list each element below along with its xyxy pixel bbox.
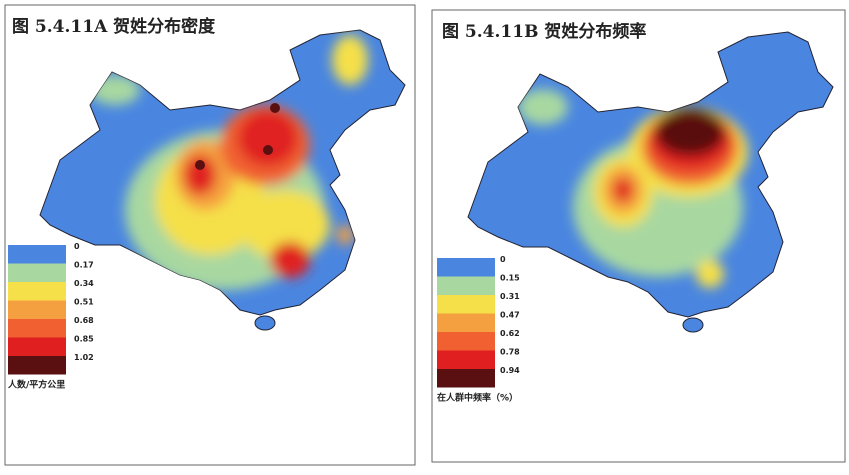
legend-swatch [437, 276, 495, 295]
legend-swatch [437, 295, 495, 314]
panel-a: 图 5.4.11A 贺姓分布密度 00.170.340.510.680.8 [4, 4, 416, 466]
legend: 0 0.15 0.31 0.47 0.62 0.78 0.94 在人群中频率（%） [437, 255, 520, 404]
legend-label: 0.94 [500, 366, 520, 375]
legend-swatch [437, 350, 495, 369]
legend-label: 0.85 [74, 335, 94, 344]
legend-swatch [437, 332, 495, 351]
legend-label: 1.02 [74, 353, 94, 362]
legend-swatch [8, 319, 66, 338]
map [39, 29, 406, 331]
legend-swatch [8, 263, 66, 282]
legend-unit: 在人群中频率（%） [437, 392, 518, 404]
legend-label: 0 [500, 255, 506, 264]
legend-swatch [8, 245, 66, 264]
legend-label: 0.17 [74, 261, 94, 270]
legend-label: 0.47 [500, 311, 520, 320]
legend-label: 0.31 [500, 292, 520, 301]
map [467, 31, 834, 333]
legend-label: 0 [74, 242, 80, 251]
legend-label: 0.62 [500, 329, 520, 338]
legend-swatch [437, 369, 495, 388]
legend-label: 0.34 [74, 279, 94, 288]
legend-unit: 人数/平方公里 [7, 379, 65, 391]
legend-swatch [8, 300, 66, 319]
legend-swatch [8, 337, 66, 356]
legend-label: 0.78 [500, 348, 520, 357]
legend: 0 0.17 0.34 0.51 0.68 0.85 1.02 人数/平方公里 [7, 242, 94, 391]
panel-title: 图 5.4.11A 贺姓分布密度 [12, 16, 216, 37]
legend-swatch [437, 258, 495, 277]
legend-swatch [8, 356, 66, 375]
legend-swatch [8, 282, 66, 301]
panel-title: 图 5.4.11B 贺姓分布频率 [442, 21, 646, 42]
legend-swatch [437, 313, 495, 332]
panel-b: 图 5.4.11B 贺姓分布频率 0 0.15 0.31 0.47 0.62 0.78 0.… [431, 9, 846, 463]
legend-label: 0.51 [74, 298, 94, 307]
legend-label: 0.15 [500, 274, 520, 283]
legend-label: 0.68 [74, 316, 94, 325]
